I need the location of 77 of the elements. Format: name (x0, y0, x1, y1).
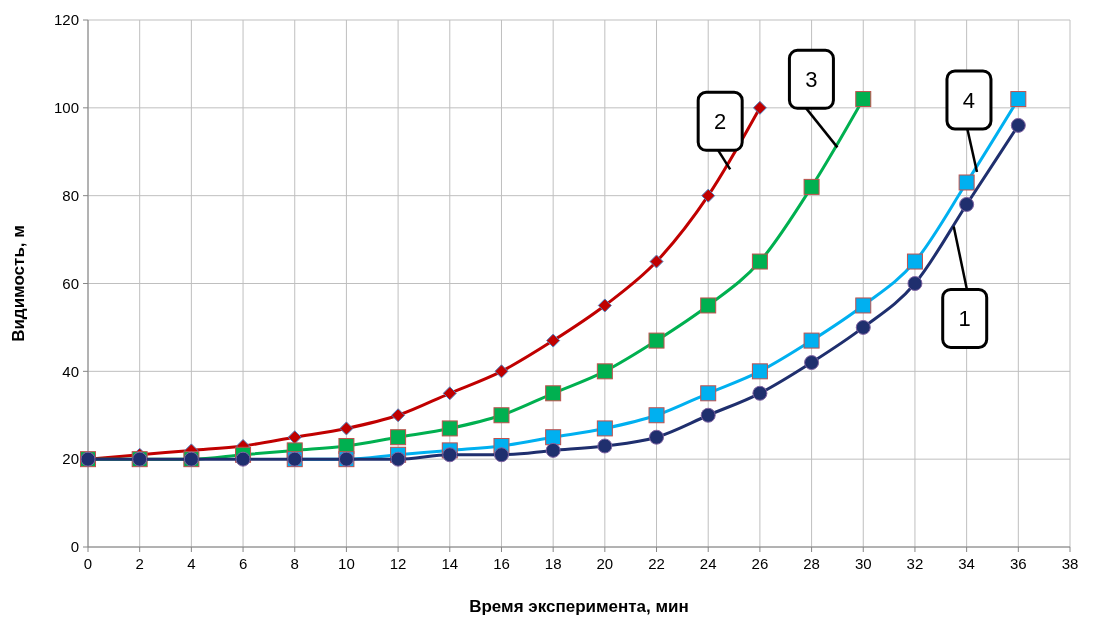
point (649, 429, 665, 445)
x-tick-label: 22 (648, 555, 665, 572)
point (751, 253, 768, 270)
point (855, 319, 871, 335)
point (803, 178, 820, 195)
point (959, 196, 975, 212)
x-tick-label: 38 (1061, 555, 1079, 572)
x-tick-label: 32 (906, 555, 924, 572)
x-tick-label: 10 (338, 555, 355, 572)
point (958, 174, 975, 191)
x-tick-label: 12 (389, 555, 407, 572)
point (545, 429, 562, 446)
y-tick-label: 40 (62, 362, 79, 380)
point (907, 276, 923, 291)
point (855, 297, 872, 314)
point (391, 408, 406, 423)
x-axis-title: Время эксперимента, мин (469, 597, 689, 616)
point (441, 420, 458, 437)
point (287, 430, 302, 445)
point (855, 91, 872, 108)
point (1010, 91, 1027, 108)
x-tick-label: 24 (699, 555, 717, 572)
x-tick-label: 34 (958, 555, 975, 572)
x-tick-label: 30 (854, 555, 872, 572)
point (648, 332, 665, 349)
point (545, 385, 562, 402)
point (339, 421, 354, 436)
y-tick-label: 120 (53, 11, 79, 29)
point (546, 333, 561, 348)
annotation: 4 (962, 87, 976, 113)
x-tick-label: 8 (290, 555, 299, 572)
point (803, 332, 820, 349)
point (649, 254, 664, 269)
point (493, 447, 509, 463)
point (701, 188, 716, 203)
point (906, 253, 923, 270)
point (545, 442, 561, 458)
point (596, 420, 613, 437)
x-tick-label: 14 (441, 555, 459, 572)
point (494, 364, 509, 379)
y-axis-title: Видимость, м (9, 225, 28, 342)
point (804, 355, 820, 371)
y-tick-label: 60 (62, 274, 79, 292)
y-tick-label: 80 (62, 186, 79, 204)
y-tick-label: 100 (53, 99, 79, 117)
point (752, 100, 767, 115)
point (700, 385, 717, 402)
point (390, 429, 407, 446)
annotation: 3 (805, 67, 818, 93)
x-tick-label: 6 (238, 555, 248, 572)
point (752, 385, 768, 401)
x-tick-label: 18 (544, 555, 562, 572)
annotation: 2 (714, 109, 727, 135)
point (442, 447, 458, 463)
y-tick-label: 20 (62, 450, 79, 468)
point (493, 407, 510, 424)
point (1010, 117, 1026, 133)
x-tick-label: 28 (803, 555, 820, 572)
x-tick-label: 2 (135, 555, 144, 572)
x-tick-label: 36 (1009, 555, 1027, 572)
point (390, 451, 406, 467)
point (597, 438, 613, 454)
point (596, 363, 613, 380)
point (597, 298, 612, 313)
point (235, 451, 251, 467)
x-tick-label: 4 (187, 555, 196, 572)
x-tick-label: 16 (493, 555, 510, 572)
point (442, 386, 457, 401)
annotation: 1 (958, 306, 971, 332)
y-tick-label: 0 (70, 538, 79, 556)
x-tick-label: 26 (751, 555, 769, 572)
point (700, 297, 717, 314)
point (751, 363, 768, 380)
point (648, 407, 665, 424)
x-tick-label: 20 (596, 555, 614, 572)
point (700, 407, 716, 423)
x-tick-label: 0 (83, 555, 93, 572)
